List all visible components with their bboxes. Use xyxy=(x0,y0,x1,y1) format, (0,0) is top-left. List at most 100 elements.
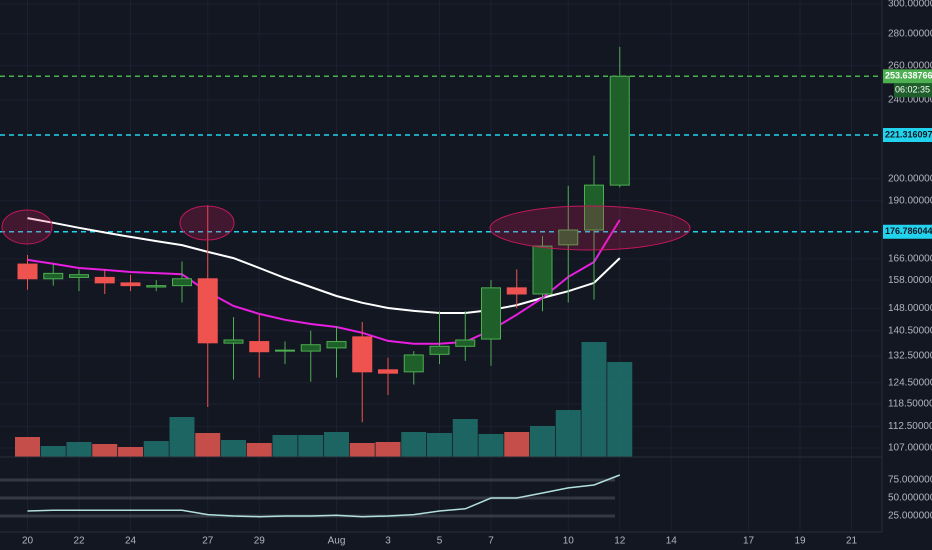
candle-body xyxy=(558,229,579,246)
x-tick-label: 27 xyxy=(202,536,214,547)
y-tick-label: 112.500000 xyxy=(888,421,932,432)
price-label: 176.786044 xyxy=(885,226,932,236)
countdown-box xyxy=(894,83,932,98)
indicator-tick-label: 75.000000 xyxy=(888,475,932,486)
candle-body xyxy=(94,276,115,284)
y-tick-label: 190.000000 xyxy=(888,195,932,206)
candle-body xyxy=(378,369,398,374)
volume-bar xyxy=(607,362,633,457)
volume-bar xyxy=(40,446,66,457)
x-tick-label: 7 xyxy=(488,536,494,547)
x-tick-label: 21 xyxy=(846,536,858,547)
x-tick-label: 17 xyxy=(743,536,755,547)
x-tick-label: 5 xyxy=(437,536,443,547)
highlight-ellipse xyxy=(1,209,53,245)
y-tick-label: 200.000000 xyxy=(888,173,932,184)
candle-body xyxy=(275,349,295,352)
candle-body xyxy=(43,272,64,280)
y-tick-label: 300.000000 xyxy=(888,0,932,10)
y-tick-label: 240.000000 xyxy=(888,95,932,106)
volume-bar xyxy=(143,441,169,457)
ma-line xyxy=(27,217,621,314)
candle-body xyxy=(403,354,424,373)
volume-bar xyxy=(298,435,324,457)
volume-bar xyxy=(452,419,478,457)
ma-line xyxy=(27,219,621,345)
price-lines xyxy=(0,75,882,233)
candles xyxy=(17,46,630,423)
x-tick-label: 20 xyxy=(22,536,34,547)
volume-bar xyxy=(555,410,581,457)
x-tick-label: 3 xyxy=(385,536,391,547)
price-label: 221.316097 xyxy=(885,129,932,139)
y-tick-label: 166.000000 xyxy=(888,254,932,265)
y-tick-label: 118.500000 xyxy=(888,399,932,410)
x-tick-label: 12 xyxy=(614,536,626,547)
x-tick-label: 19 xyxy=(794,536,806,547)
volume-bar xyxy=(66,442,92,457)
candle-body xyxy=(481,287,501,340)
volume-bar xyxy=(15,437,40,457)
x-tick-label: 29 xyxy=(254,536,266,547)
volume-bar xyxy=(246,443,272,457)
highlight-ellipse xyxy=(179,205,235,241)
volume-bar xyxy=(324,432,349,457)
candle-body xyxy=(609,75,630,186)
volume-bar xyxy=(504,432,530,457)
candle-body xyxy=(120,282,141,287)
volume-bar xyxy=(118,447,143,457)
indicator-pane xyxy=(0,456,882,518)
y-tick-label: 260.000000 xyxy=(888,60,932,71)
candle-body xyxy=(352,336,373,373)
candle-body xyxy=(429,345,450,355)
price-label-box xyxy=(883,128,932,143)
candle-body xyxy=(506,287,527,295)
volume-bar xyxy=(427,433,452,457)
price-label: 253.638766 xyxy=(885,71,932,81)
price-label-box xyxy=(883,224,932,239)
y-tick-label: 158.000000 xyxy=(888,275,932,286)
volume-bar xyxy=(375,442,401,457)
y-tick-label: 124.500000 xyxy=(888,377,932,388)
axis-labels: 300.000000 280.000000 260.000000 240.000000… xyxy=(22,0,932,547)
volume-bar xyxy=(530,426,555,457)
candle-body xyxy=(532,245,553,295)
volume xyxy=(15,342,633,457)
y-tick-label: 280.000000 xyxy=(888,28,932,39)
x-tick-label: 24 xyxy=(125,536,137,547)
x-tick-label: 22 xyxy=(73,536,85,547)
volume-bar xyxy=(272,435,298,457)
candle-body xyxy=(172,278,192,287)
candle-body xyxy=(249,341,270,353)
indicator-tick-label: 50.000000 xyxy=(888,493,932,504)
candle-body xyxy=(223,339,244,344)
countdown: 06:02:35 xyxy=(895,85,930,95)
highlight-ellipse xyxy=(489,205,691,251)
volume-bar xyxy=(169,417,195,457)
volume-bar xyxy=(349,443,375,457)
candle-body xyxy=(584,184,604,231)
volume-bar xyxy=(478,434,504,457)
x-tick-label: 14 xyxy=(666,536,678,547)
y-tick-label: 132.500000 xyxy=(888,351,932,362)
x-tick-label: 10 xyxy=(563,536,575,547)
candle-body xyxy=(326,341,347,349)
x-tick-label: Aug xyxy=(328,536,346,547)
y-tick-label: 107.000000 xyxy=(888,443,932,454)
moving-averages xyxy=(27,217,621,345)
candle-body xyxy=(197,278,218,344)
volume-bar xyxy=(581,342,607,457)
candle-body xyxy=(17,263,38,280)
price-label-box xyxy=(883,69,932,84)
candle-body xyxy=(455,339,476,347)
volume-bar xyxy=(195,433,221,457)
volume-bar xyxy=(221,440,246,457)
annotations xyxy=(1,205,691,251)
candle-body xyxy=(146,285,167,288)
candle-body xyxy=(69,274,89,278)
candle-body xyxy=(300,344,321,352)
volume-bar xyxy=(401,432,427,457)
